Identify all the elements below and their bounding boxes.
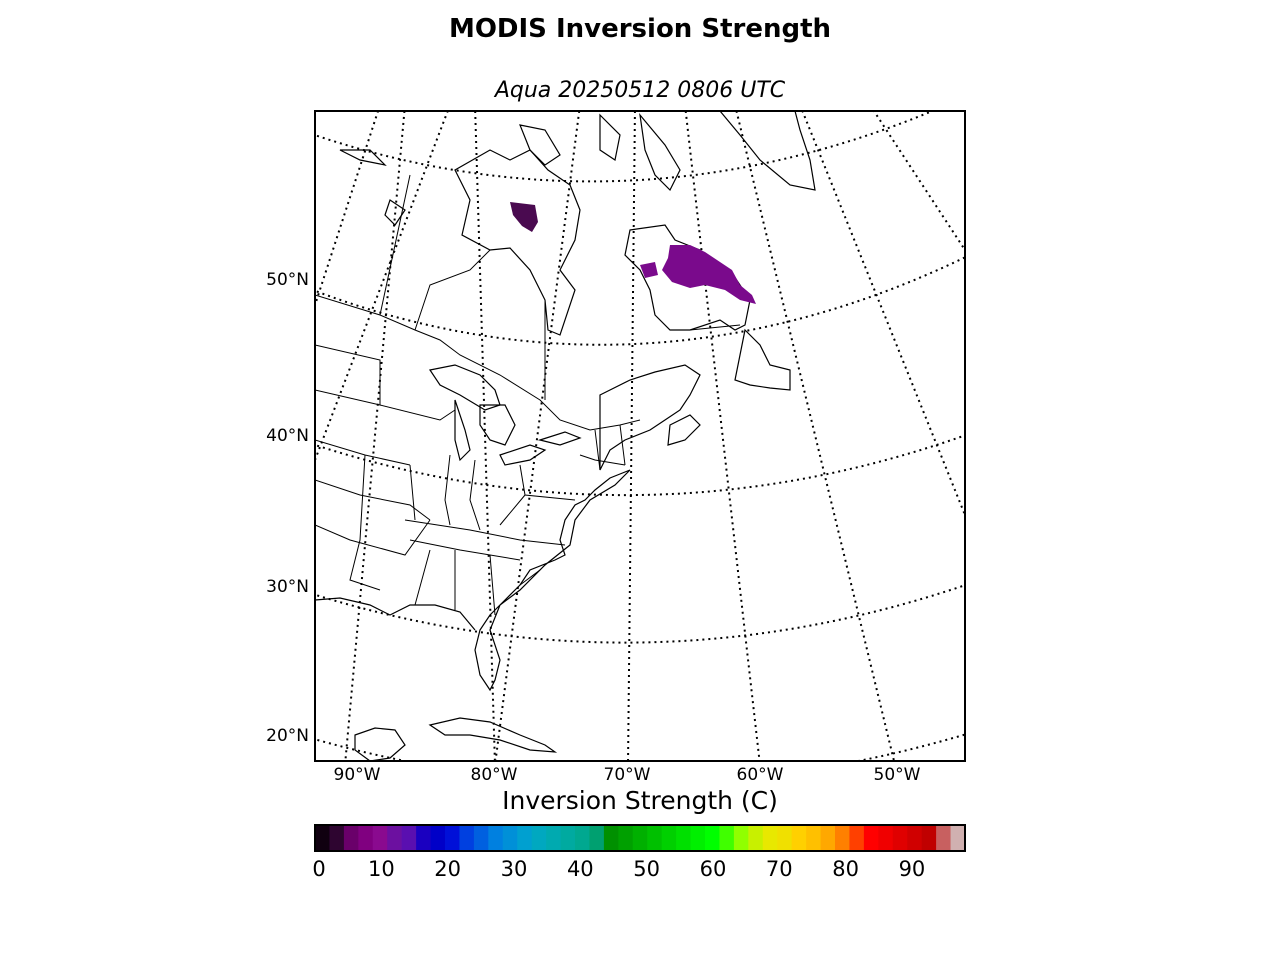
colorbar-swatch [387, 825, 403, 851]
colorbar-swatch [632, 825, 648, 851]
lon-label-60w: 60°W [737, 765, 784, 785]
colorbar-swatch [430, 825, 446, 851]
colorbar-swatch [936, 825, 952, 851]
colorbar-swatch [315, 825, 331, 851]
longitude-graticule [315, 111, 965, 761]
colorbar-swatch [531, 825, 547, 851]
lon-label-50w: 50°W [874, 765, 921, 785]
colorbar-swatch [863, 825, 879, 851]
colorbar-swatch [878, 825, 894, 851]
colorbar-label: Inversion Strength (C) [502, 786, 778, 815]
lon-label-90w: 90°W [334, 765, 381, 785]
political-borders [315, 174, 741, 616]
colorbar-swatch [748, 825, 764, 851]
colorbar-tick-label: 90 [899, 857, 926, 881]
colorbar-tick-label: 80 [832, 857, 859, 881]
colorbar-tick-label: 0 [312, 857, 325, 881]
colorbar-swatch [502, 825, 518, 851]
colorbar-swatch [762, 825, 778, 851]
colorbar-swatch [560, 825, 576, 851]
colorbar-swatch [791, 825, 807, 851]
colorbar-swatch [892, 825, 908, 851]
map-frame [314, 110, 966, 762]
map-area [315, 111, 965, 761]
colorbar-swatch [921, 825, 937, 851]
colorbar-swatch [719, 825, 735, 851]
colorbar-tick-label: 70 [766, 857, 793, 881]
colorbar-swatch [546, 825, 562, 851]
colorbar-ticks: 0 10 20 30 40 50 60 70 80 90 [312, 857, 925, 881]
colorbar-tick-label: 40 [567, 857, 594, 881]
colorbar-swatch [849, 825, 865, 851]
colorbar-tick-label: 20 [434, 857, 461, 881]
colorbar-swatch [690, 825, 706, 851]
data-region-quebec [640, 262, 658, 278]
colorbar-swatch [372, 825, 388, 851]
colorbar-swatch [618, 825, 634, 851]
colorbar-swatch [401, 825, 417, 851]
colorbar-swatch [820, 825, 836, 851]
colorbar-swatch [488, 825, 504, 851]
lat-label-40n: 40°N [266, 426, 309, 446]
colorbar [315, 825, 966, 851]
colorbar-swatch [950, 825, 966, 851]
lon-label-70w: 70°W [604, 765, 651, 785]
colorbar-swatch [589, 825, 605, 851]
colorbar-swatch [416, 825, 432, 851]
data-region-labrador [662, 245, 756, 304]
colorbar-swatch [343, 825, 359, 851]
colorbar-swatch [676, 825, 692, 851]
colorbar-swatch [777, 825, 793, 851]
colorbar-swatch [445, 825, 461, 851]
coastlines [315, 111, 816, 761]
colorbar-swatch [603, 825, 619, 851]
colorbar-swatch [733, 825, 749, 851]
lat-label-20n: 20°N [266, 726, 309, 746]
lon-label-80w: 80°W [471, 765, 518, 785]
colorbar-swatch [835, 825, 851, 851]
colorbar-swatch [907, 825, 923, 851]
colorbar-swatch [517, 825, 533, 851]
chart-title: MODIS Inversion Strength [448, 14, 832, 44]
colorbar-tick-label: 30 [501, 857, 528, 881]
colorbar-swatch [705, 825, 721, 851]
colorbar-tick-label: 10 [368, 857, 395, 881]
colorbar-tick-label: 60 [700, 857, 727, 881]
colorbar-tick-label: 50 [633, 857, 660, 881]
colorbar-swatch [459, 825, 475, 851]
colorbar-swatch [575, 825, 591, 851]
latitude-graticule [315, 111, 965, 761]
data-region-hudson-bay [510, 202, 538, 232]
colorbar-swatch [329, 825, 345, 851]
inversion-data [510, 202, 756, 304]
colorbar-swatch [473, 825, 489, 851]
colorbar-frame [314, 824, 966, 852]
chart-subtitle: Aqua 20250512 0806 UTC [494, 78, 786, 103]
colorbar-swatch [647, 825, 663, 851]
colorbar-swatch [661, 825, 677, 851]
colorbar-swatch [358, 825, 374, 851]
colorbar-swatch [806, 825, 822, 851]
lat-label-30n: 30°N [266, 577, 309, 597]
lat-label-50n: 50°N [266, 270, 309, 290]
